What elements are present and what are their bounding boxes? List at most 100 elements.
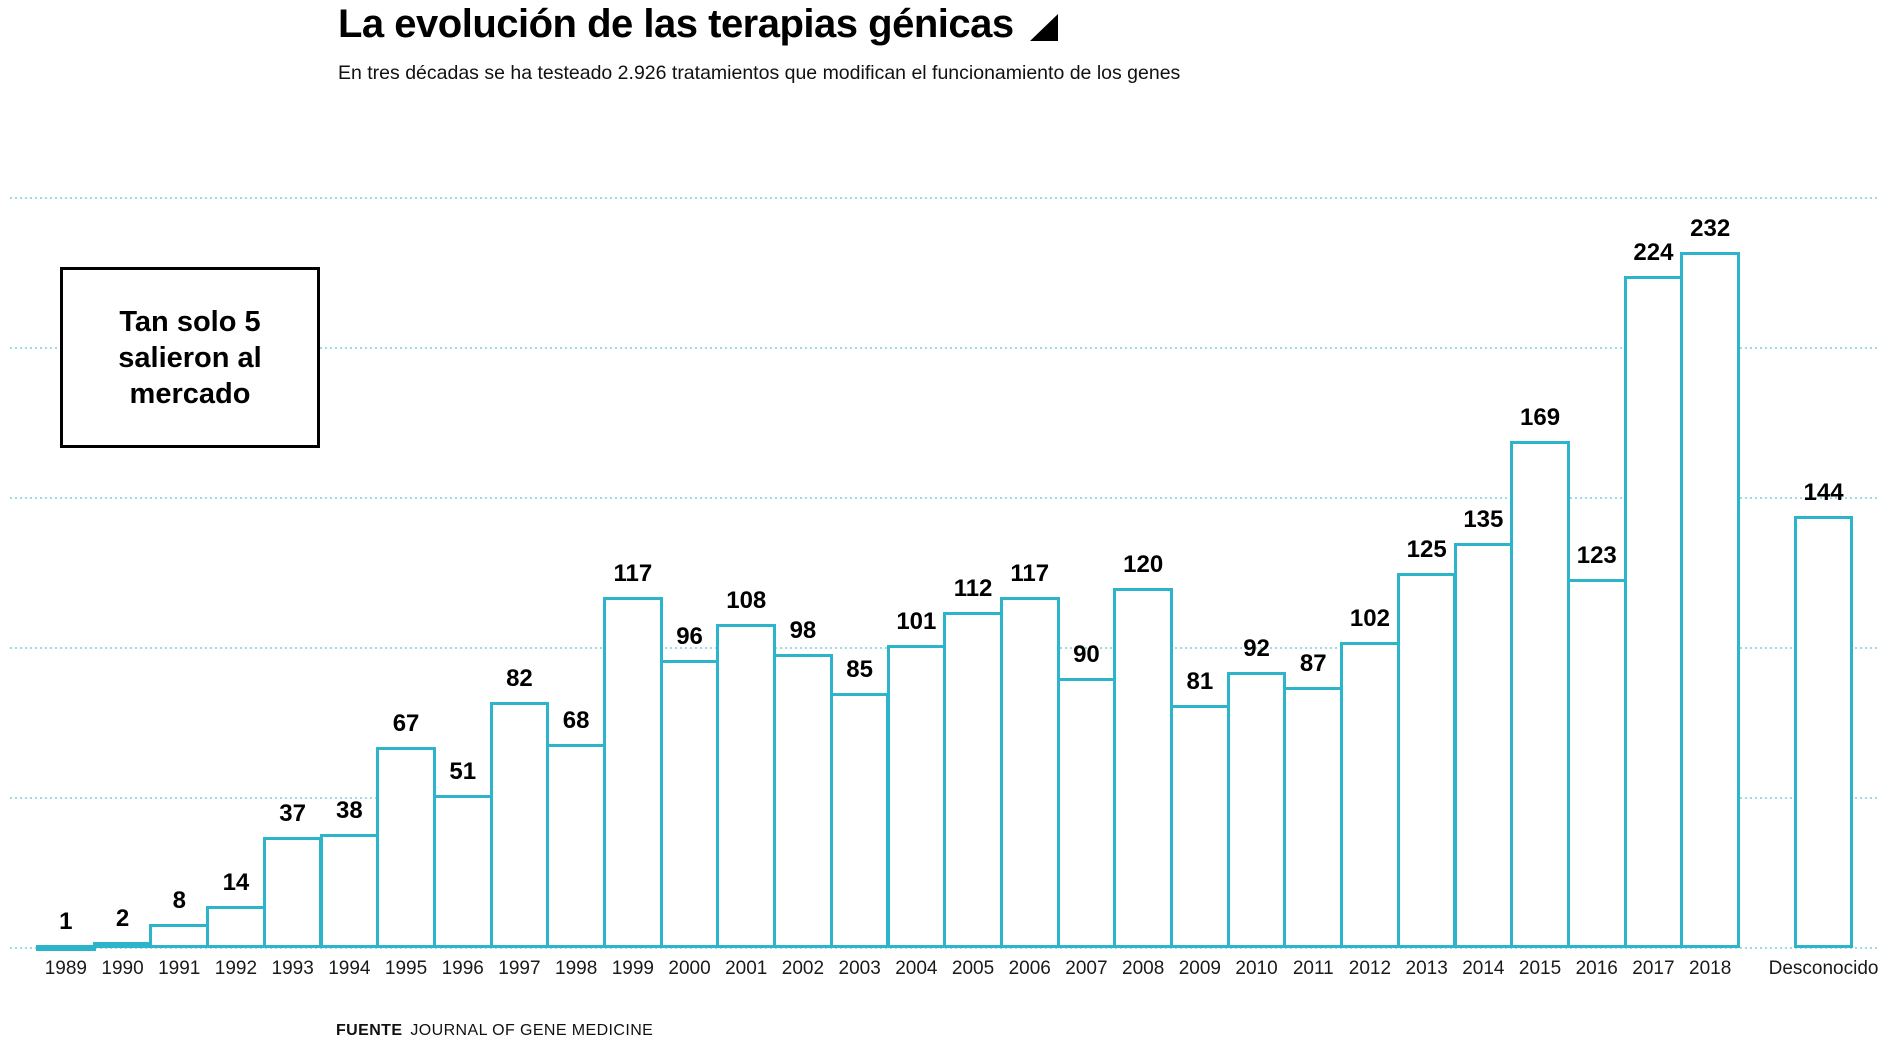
bar-value-label: 96 xyxy=(676,623,703,650)
page-subtitle: En tres décadas se ha testeado 2.926 tra… xyxy=(338,62,1181,84)
bar-value-label: 85 xyxy=(846,656,873,683)
x-axis-label: 2004 xyxy=(895,958,938,979)
x-axis-label: 2007 xyxy=(1065,958,1108,979)
bar-1998 xyxy=(546,744,606,948)
bar-value-label: 112 xyxy=(953,575,993,602)
bar-value-label: 2 xyxy=(115,905,130,932)
x-axis-label: 2014 xyxy=(1462,958,1505,979)
bar-1989 xyxy=(36,945,96,951)
bar-Desconocido xyxy=(1793,516,1854,948)
x-axis-label: 2005 xyxy=(951,958,995,979)
bar-1992 xyxy=(206,906,266,948)
bar-2015 xyxy=(1510,441,1570,948)
bar-value-label: 120 xyxy=(1123,551,1164,578)
bar-value-label: 82 xyxy=(506,665,533,692)
bar-value-label: 108 xyxy=(726,587,767,614)
bar-value-label: 102 xyxy=(1349,605,1390,632)
x-axis-label: 1990 xyxy=(101,958,144,979)
bar-2005 xyxy=(943,612,1003,948)
bar-value-label: 101 xyxy=(896,608,937,635)
bar-value-label: 51 xyxy=(449,758,477,785)
x-axis-label: 2015 xyxy=(1518,958,1562,979)
x-axis-label: 2016 xyxy=(1575,958,1618,979)
x-axis-label: 1991 xyxy=(158,958,201,979)
x-axis-label: 2002 xyxy=(781,958,825,979)
bar-value-label: 169 xyxy=(1520,404,1561,431)
bar-value-label: 1 xyxy=(59,908,73,935)
header: La evolución de las terapias génicas En … xyxy=(338,0,1180,85)
source-name: JOURNAL OF GENE MEDICINE xyxy=(410,1022,654,1039)
bar-2018 xyxy=(1680,252,1740,948)
x-axis-label: 2008 xyxy=(1122,958,1165,979)
bar-value-label: 135 xyxy=(1463,506,1504,533)
page-title: La evolución de las terapias génicas xyxy=(338,2,1014,46)
bar-2007 xyxy=(1056,678,1117,948)
annotation-box: Tan solo 5 salieron al mercado xyxy=(60,267,320,448)
gridline xyxy=(10,347,1880,349)
bar-value-label: 81 xyxy=(1186,668,1214,695)
bar-1991 xyxy=(149,924,210,948)
bar-value-label: 117 xyxy=(1010,560,1050,587)
bar-2002 xyxy=(773,654,833,948)
x-axis-label: 2003 xyxy=(838,958,881,979)
bar-2001 xyxy=(716,624,777,948)
title-row: La evolución de las terapias génicas xyxy=(338,0,1180,48)
bar-1995 xyxy=(376,747,436,948)
bar-value-label: 92 xyxy=(1243,635,1270,662)
bar-value-label: 87 xyxy=(1299,650,1327,677)
bar-2004 xyxy=(886,645,947,948)
x-axis-label: 2012 xyxy=(1348,958,1392,979)
bar-value-label: 224 xyxy=(1633,239,1674,266)
bar-1990 xyxy=(92,942,153,948)
x-axis-label: 1992 xyxy=(214,958,258,979)
bar-value-label: 125 xyxy=(1406,536,1447,563)
bar-value-label: 67 xyxy=(392,710,420,737)
source-label: FUENTE xyxy=(336,1022,403,1039)
x-axis-label: Desconocido xyxy=(1768,958,1879,979)
bar-value-label: 123 xyxy=(1576,542,1617,569)
source-line: FUENTE JOURNAL OF GENE MEDICINE xyxy=(336,1022,653,1040)
bar-1996 xyxy=(432,795,493,948)
bar-value-label: 117 xyxy=(613,560,653,587)
annotation-line: mercado xyxy=(129,377,251,410)
bar-value-label: 68 xyxy=(562,707,590,734)
bar-2000 xyxy=(659,660,720,948)
bar-2016 xyxy=(1566,579,1627,948)
bar-1999 xyxy=(603,597,663,948)
x-axis-label: 1996 xyxy=(441,958,484,979)
bar-2006 xyxy=(999,597,1060,948)
bar-value-label: 90 xyxy=(1073,641,1100,668)
bar-value-label: 98 xyxy=(789,617,817,644)
x-axis-label: 1997 xyxy=(498,958,541,979)
x-axis-label: 1994 xyxy=(328,958,371,979)
x-axis-label: 2018 xyxy=(1689,958,1732,979)
bar-value-label: 14 xyxy=(222,869,250,896)
bar-1994 xyxy=(319,834,380,948)
bar-value-label: 38 xyxy=(335,797,363,824)
bar-value-label: 37 xyxy=(279,800,306,827)
x-axis-label: 1993 xyxy=(271,958,314,979)
bar-2013 xyxy=(1396,573,1457,948)
x-axis-label: 2000 xyxy=(668,958,711,979)
gridline xyxy=(10,947,1880,949)
x-axis-label: 1995 xyxy=(384,958,428,979)
bar-2009 xyxy=(1170,705,1230,948)
bar-2014 xyxy=(1453,543,1514,948)
bar-1993 xyxy=(262,837,323,948)
gridline xyxy=(10,197,1880,199)
x-axis-label: 2010 xyxy=(1235,958,1278,979)
x-axis-label: 1998 xyxy=(555,958,598,979)
bar-value-label: 8 xyxy=(172,887,186,914)
x-axis-label: 2017 xyxy=(1632,958,1675,979)
x-axis-label: 1999 xyxy=(611,958,654,979)
bar-2012 xyxy=(1340,642,1400,948)
bar-value-label: 232 xyxy=(1690,215,1731,242)
bar-2011 xyxy=(1283,687,1344,948)
x-axis-label: 2009 xyxy=(1178,958,1221,979)
x-axis-label: 2001 xyxy=(725,958,768,979)
triangle-icon xyxy=(1029,14,1058,41)
bar-2017 xyxy=(1623,276,1684,948)
annotation-line: salieron al xyxy=(118,341,262,374)
